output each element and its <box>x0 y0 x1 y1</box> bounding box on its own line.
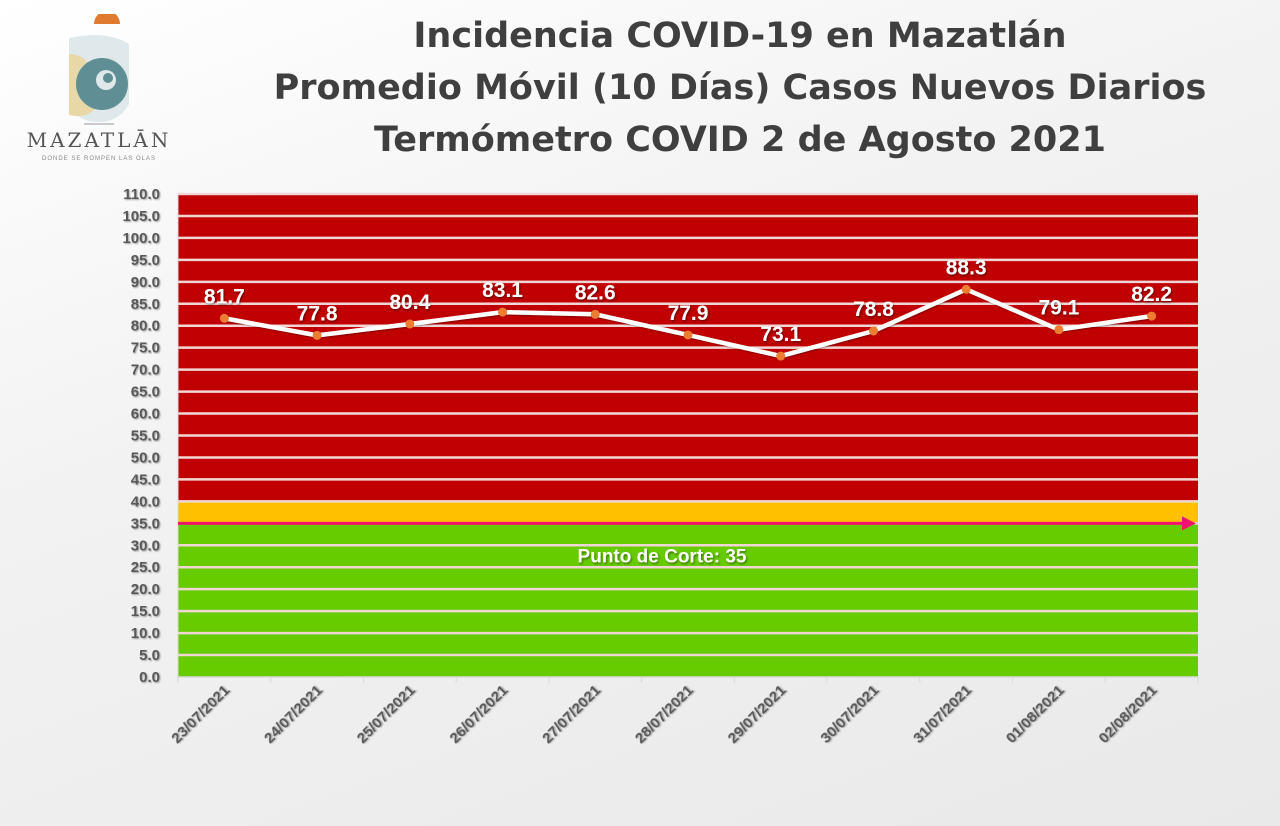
threshold-arrow <box>1182 516 1196 531</box>
y-tick-label: 25.0 <box>131 559 160 576</box>
y-tick-label: 40.0 <box>131 493 160 510</box>
y-tick-label: 95.0 <box>131 252 160 269</box>
data-point <box>405 319 415 329</box>
data-label: 73.1 <box>760 323 801 346</box>
y-tick-label: 45.0 <box>131 471 160 488</box>
y-tick-label: 20.0 <box>131 581 160 598</box>
data-label: 77.8 <box>297 302 338 325</box>
x-tick-label: 27/07/2021 <box>539 682 604 747</box>
band-2 <box>178 523 1198 677</box>
x-tick-label: 02/08/2021 <box>1095 682 1160 747</box>
mazatlan-logo <box>69 14 129 125</box>
data-point <box>590 309 600 319</box>
data-point <box>219 313 229 323</box>
y-tick-label: 110.0 <box>123 186 160 203</box>
x-tick-label: 29/07/2021 <box>724 682 789 747</box>
x-tick-label: 01/08/2021 <box>1003 682 1068 747</box>
data-label: 77.9 <box>668 302 709 325</box>
y-tick-label: 100.0 <box>122 230 160 247</box>
y-tick-label: 65.0 <box>131 384 160 401</box>
data-label: 80.4 <box>389 291 430 314</box>
y-tick-label: 55.0 <box>131 428 160 445</box>
data-point <box>1054 325 1064 335</box>
x-tick-label: 28/07/2021 <box>632 682 697 747</box>
y-tick-label: 85.0 <box>131 296 160 313</box>
data-label: 83.1 <box>482 279 523 302</box>
data-label: 81.7 <box>204 285 245 308</box>
x-tick-label: 23/07/2021 <box>168 682 233 747</box>
y-tick-label: 60.0 <box>131 406 160 423</box>
y-tick-label: 0.0 <box>139 669 160 686</box>
y-tick-label: 80.0 <box>131 318 160 335</box>
x-tick-label: 24/07/2021 <box>261 682 326 747</box>
x-tick-label: 25/07/2021 <box>354 682 419 747</box>
y-tick-label: 50.0 <box>131 449 160 466</box>
chart-title: Incidencia COVID-19 en Mazatlán Promedio… <box>200 10 1280 166</box>
data-point <box>868 326 878 336</box>
y-tick-label: 90.0 <box>131 274 160 291</box>
data-label: 88.3 <box>946 256 987 279</box>
y-tick-label: 105.0 <box>122 208 160 225</box>
data-label: 82.6 <box>575 281 616 304</box>
y-tick-label: 75.0 <box>131 340 160 357</box>
title-line-1: Incidencia COVID-19 en Mazatlán <box>413 16 1067 56</box>
logo-wordmark: MAZATLĀN <box>26 128 172 152</box>
y-tick-label: 5.0 <box>139 647 160 664</box>
y-tick-label: 35.0 <box>131 515 160 532</box>
data-label: 79.1 <box>1038 297 1079 320</box>
data-point <box>776 351 786 361</box>
data-point <box>961 284 971 294</box>
title-line-3: Termómetro COVID 2 de Agosto 2021 <box>374 120 1106 160</box>
data-point <box>498 307 508 317</box>
x-tick-label: 30/07/2021 <box>817 682 882 747</box>
data-point <box>312 330 322 340</box>
data-point <box>683 330 693 340</box>
threshold-label: Punto de Corte: 35 <box>578 546 747 567</box>
band-1 <box>178 501 1198 524</box>
data-label: 82.2 <box>1131 283 1172 306</box>
title-line-2: Promedio Móvil (10 Días) Casos Nuevos Di… <box>273 68 1207 108</box>
x-tick-label: 26/07/2021 <box>446 682 511 747</box>
x-tick-label: 31/07/2021 <box>910 682 975 747</box>
y-tick-label: 70.0 <box>131 362 160 379</box>
y-tick-label: 30.0 <box>131 537 160 554</box>
y-tick-label: 15.0 <box>131 603 160 620</box>
y-tick-label: 10.0 <box>131 625 160 642</box>
data-label: 78.8 <box>853 298 894 321</box>
data-point <box>1147 311 1157 321</box>
logo-tagline: DONDE SE ROMPEN LAS OLAS <box>41 156 157 162</box>
